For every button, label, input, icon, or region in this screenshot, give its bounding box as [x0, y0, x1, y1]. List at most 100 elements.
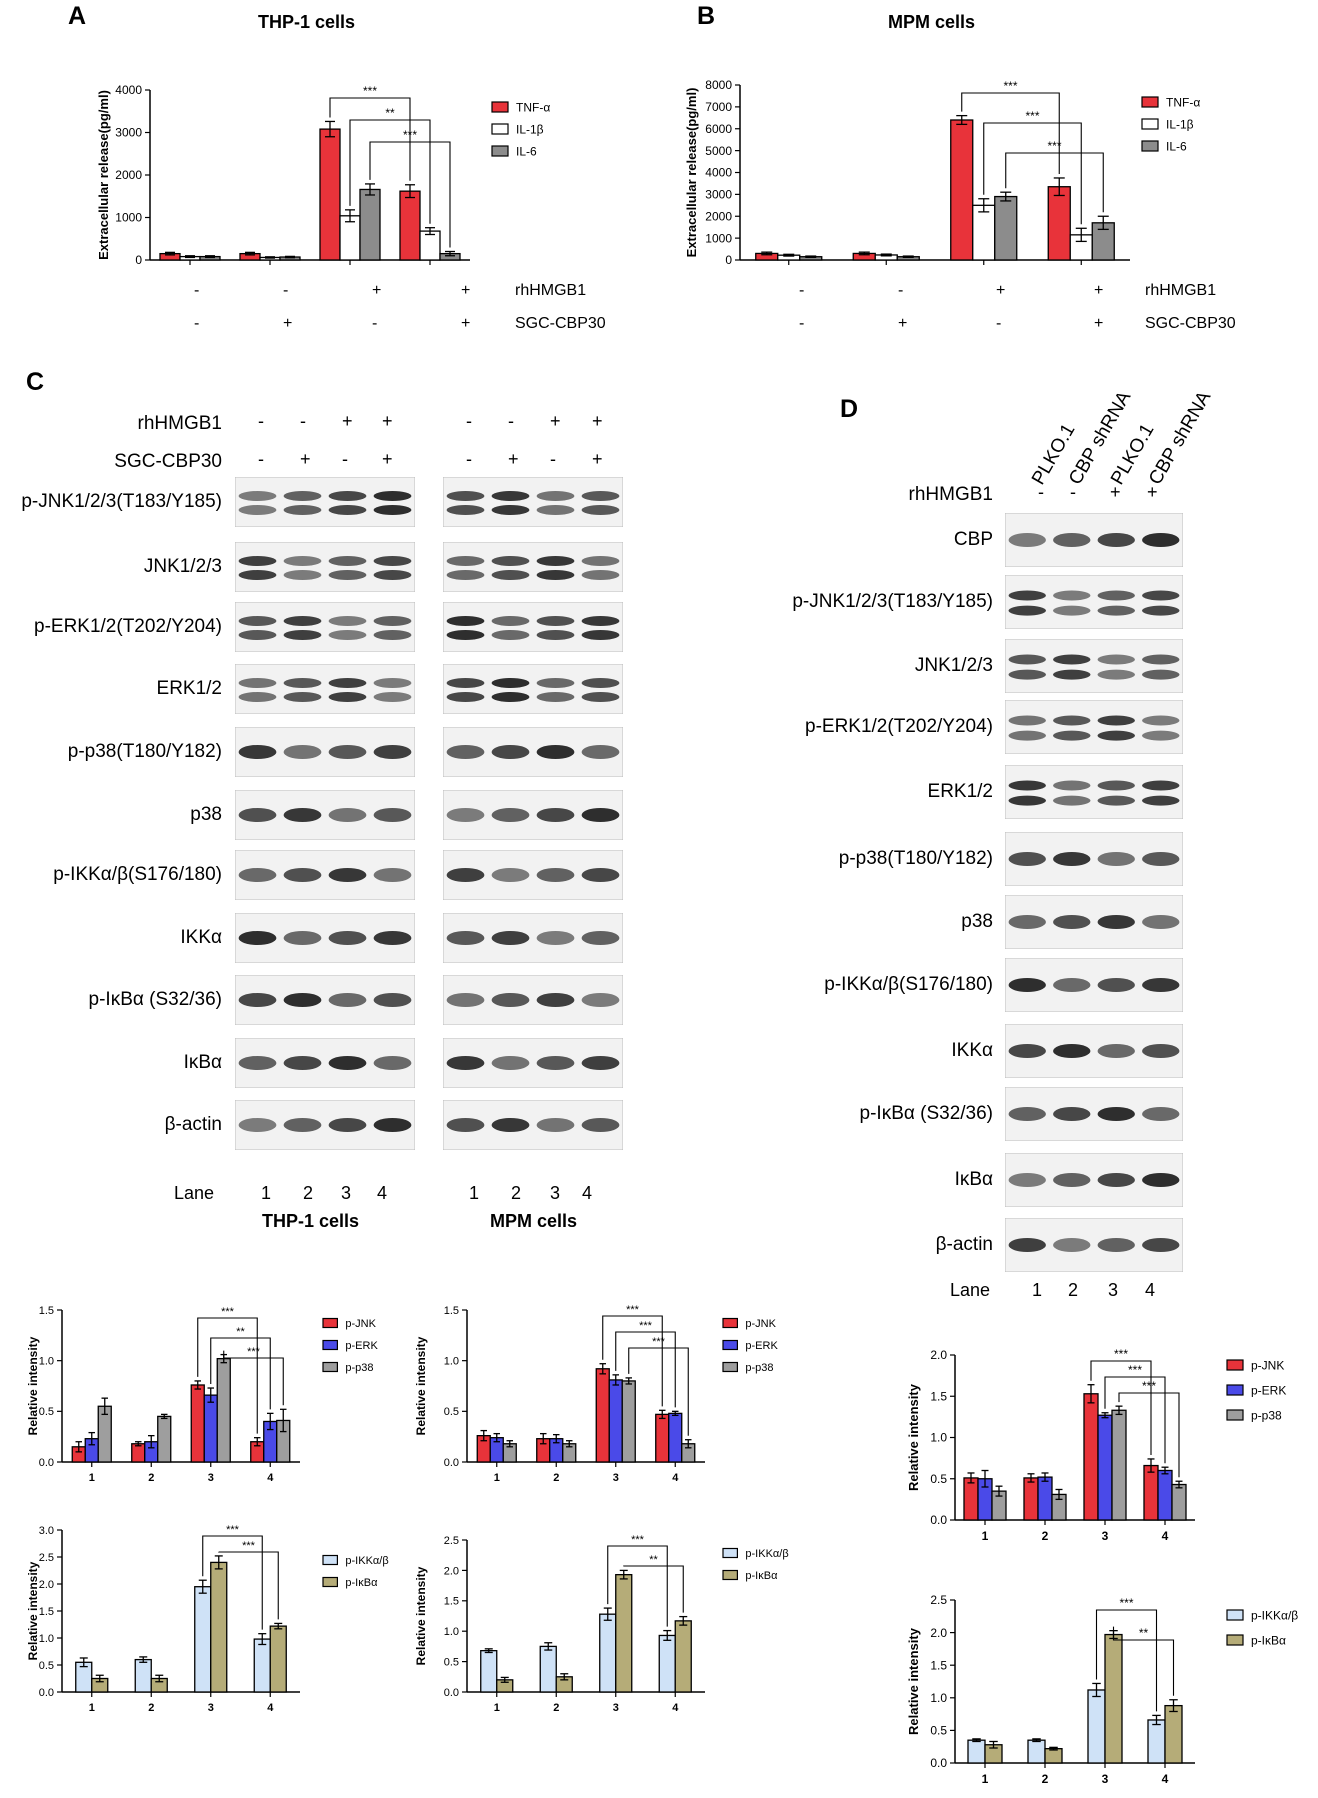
- legend-swatch: [1141, 118, 1159, 130]
- blot-band: [491, 678, 530, 688]
- blot-band: [1008, 1238, 1046, 1252]
- significance-label: ***: [1003, 79, 1017, 93]
- blot-band: [491, 993, 530, 1007]
- lane-number: 4: [582, 1183, 593, 1203]
- x-tick-label: 4: [1162, 1529, 1169, 1543]
- blot-band: [328, 556, 367, 566]
- blot-band: [1053, 605, 1091, 616]
- y-tick-label: 4000: [115, 83, 142, 97]
- x-tick-label: 4: [267, 1702, 274, 1714]
- blot-band: [536, 556, 575, 566]
- blot-band: [491, 570, 530, 580]
- blot-band: [581, 993, 620, 1007]
- significance-bracket: [1112, 1626, 1175, 1696]
- blot-band: [1142, 669, 1180, 680]
- blot-band: [328, 808, 367, 822]
- blot-band: [446, 931, 485, 945]
- significance-bracket: [197, 1317, 258, 1434]
- blot-band: [581, 556, 620, 566]
- blot-strip: [1005, 575, 1183, 629]
- blot-band: [1142, 1173, 1180, 1187]
- significance-bracket: [983, 122, 1082, 225]
- blot-row-label: p38: [190, 804, 222, 825]
- legend-swatch: [722, 1361, 738, 1373]
- blot-band: [1142, 654, 1180, 665]
- blot-band: [1008, 533, 1046, 547]
- panel-letter-b: B: [697, 2, 716, 30]
- blot-band: [536, 1118, 575, 1132]
- y-tick-label: 8000: [705, 78, 732, 92]
- blot-band: [1008, 730, 1046, 741]
- significance-label: ***: [1114, 1347, 1128, 1361]
- legend-label: p-IκBα: [345, 1577, 378, 1589]
- sign: +: [382, 411, 393, 431]
- blot-band: [1008, 852, 1046, 866]
- blot-strip: [1005, 1087, 1183, 1141]
- y-tick-label: 0.0: [930, 1513, 947, 1527]
- bar: [655, 1413, 670, 1463]
- blot-band: [328, 491, 367, 501]
- legend-label: p-JNK: [1251, 1359, 1284, 1373]
- y-tick-label: 0.0: [39, 1687, 54, 1699]
- blot-background: [1005, 765, 1183, 819]
- blot-background: [443, 602, 623, 652]
- blot-band: [536, 616, 575, 626]
- blot-band: [1097, 730, 1135, 741]
- x-tick-label: 1: [982, 1772, 989, 1786]
- blot-row-label: β-actin: [164, 1114, 222, 1135]
- blot-band: [1008, 915, 1046, 929]
- legend-label: IL-6: [1166, 140, 1187, 154]
- blot-row-label: IKKα: [951, 1040, 993, 1061]
- blot-band: [373, 993, 412, 1007]
- blot-band: [373, 491, 412, 501]
- y-axis-label: Extracellular release(pg/ml): [684, 88, 699, 258]
- y-tick-label: 0.5: [39, 1406, 54, 1418]
- bar: [203, 1394, 218, 1463]
- y-axis-label: Relative intensity: [26, 1336, 40, 1435]
- bar: [539, 1645, 557, 1693]
- blot-band: [536, 868, 575, 882]
- bar-chart-c-nfkb-thp1: 0.0 0.5 1.0 1.5 2.0 2.5 3.0 Relative intensity 1…: [26, 1524, 389, 1714]
- sgc-label-b: SGC-CBP30: [1145, 315, 1236, 332]
- bar: [157, 1415, 172, 1463]
- y-tick-label: 1.5: [444, 1596, 459, 1608]
- legend-swatch: [722, 1339, 738, 1351]
- legend-swatch: [491, 101, 509, 113]
- y-tick-label: 0.5: [39, 1660, 54, 1672]
- blot-band: [373, 931, 412, 945]
- x-tick-label: 2: [553, 1702, 559, 1714]
- bar: [1143, 1464, 1159, 1521]
- y-tick-label: 0: [725, 253, 732, 267]
- legend-label: p-ERK: [745, 1340, 778, 1352]
- blot-row-label: JNK1/2/3: [143, 556, 222, 577]
- y-tick-label: 0: [135, 253, 142, 267]
- blot-band: [328, 692, 367, 702]
- blot-band: [536, 808, 575, 822]
- rhhmgb1-label-c: rhHMGB1: [137, 413, 222, 434]
- blot-row-label: p-IκBα (S32/36): [859, 1103, 993, 1124]
- significance-label: ***: [652, 1336, 666, 1348]
- sign: +: [382, 449, 393, 469]
- bar: [253, 1638, 271, 1693]
- blot-strip: [443, 913, 623, 963]
- sign: -: [466, 411, 472, 431]
- bar: [1104, 1633, 1123, 1764]
- blot-band: [491, 868, 530, 882]
- significance-bracket: [1090, 1360, 1152, 1455]
- legend-swatch: [491, 123, 509, 135]
- blot-row-label: β-actin: [935, 1234, 993, 1255]
- y-tick-label: 2.0: [930, 1348, 947, 1362]
- bar: [1044, 1748, 1063, 1764]
- blot-band: [373, 1056, 412, 1070]
- legend-swatch: [1226, 1634, 1244, 1646]
- blot-band: [446, 993, 485, 1007]
- sign: -: [466, 449, 472, 469]
- significance-label: **: [385, 106, 395, 120]
- legend-label: p-ERK: [1251, 1384, 1286, 1398]
- blot-band: [373, 616, 412, 626]
- blot-strip: [235, 602, 415, 652]
- blot-strip: [235, 727, 415, 777]
- blot-band: [1097, 1107, 1135, 1121]
- blot-background: [443, 477, 623, 527]
- sign: -: [550, 449, 556, 469]
